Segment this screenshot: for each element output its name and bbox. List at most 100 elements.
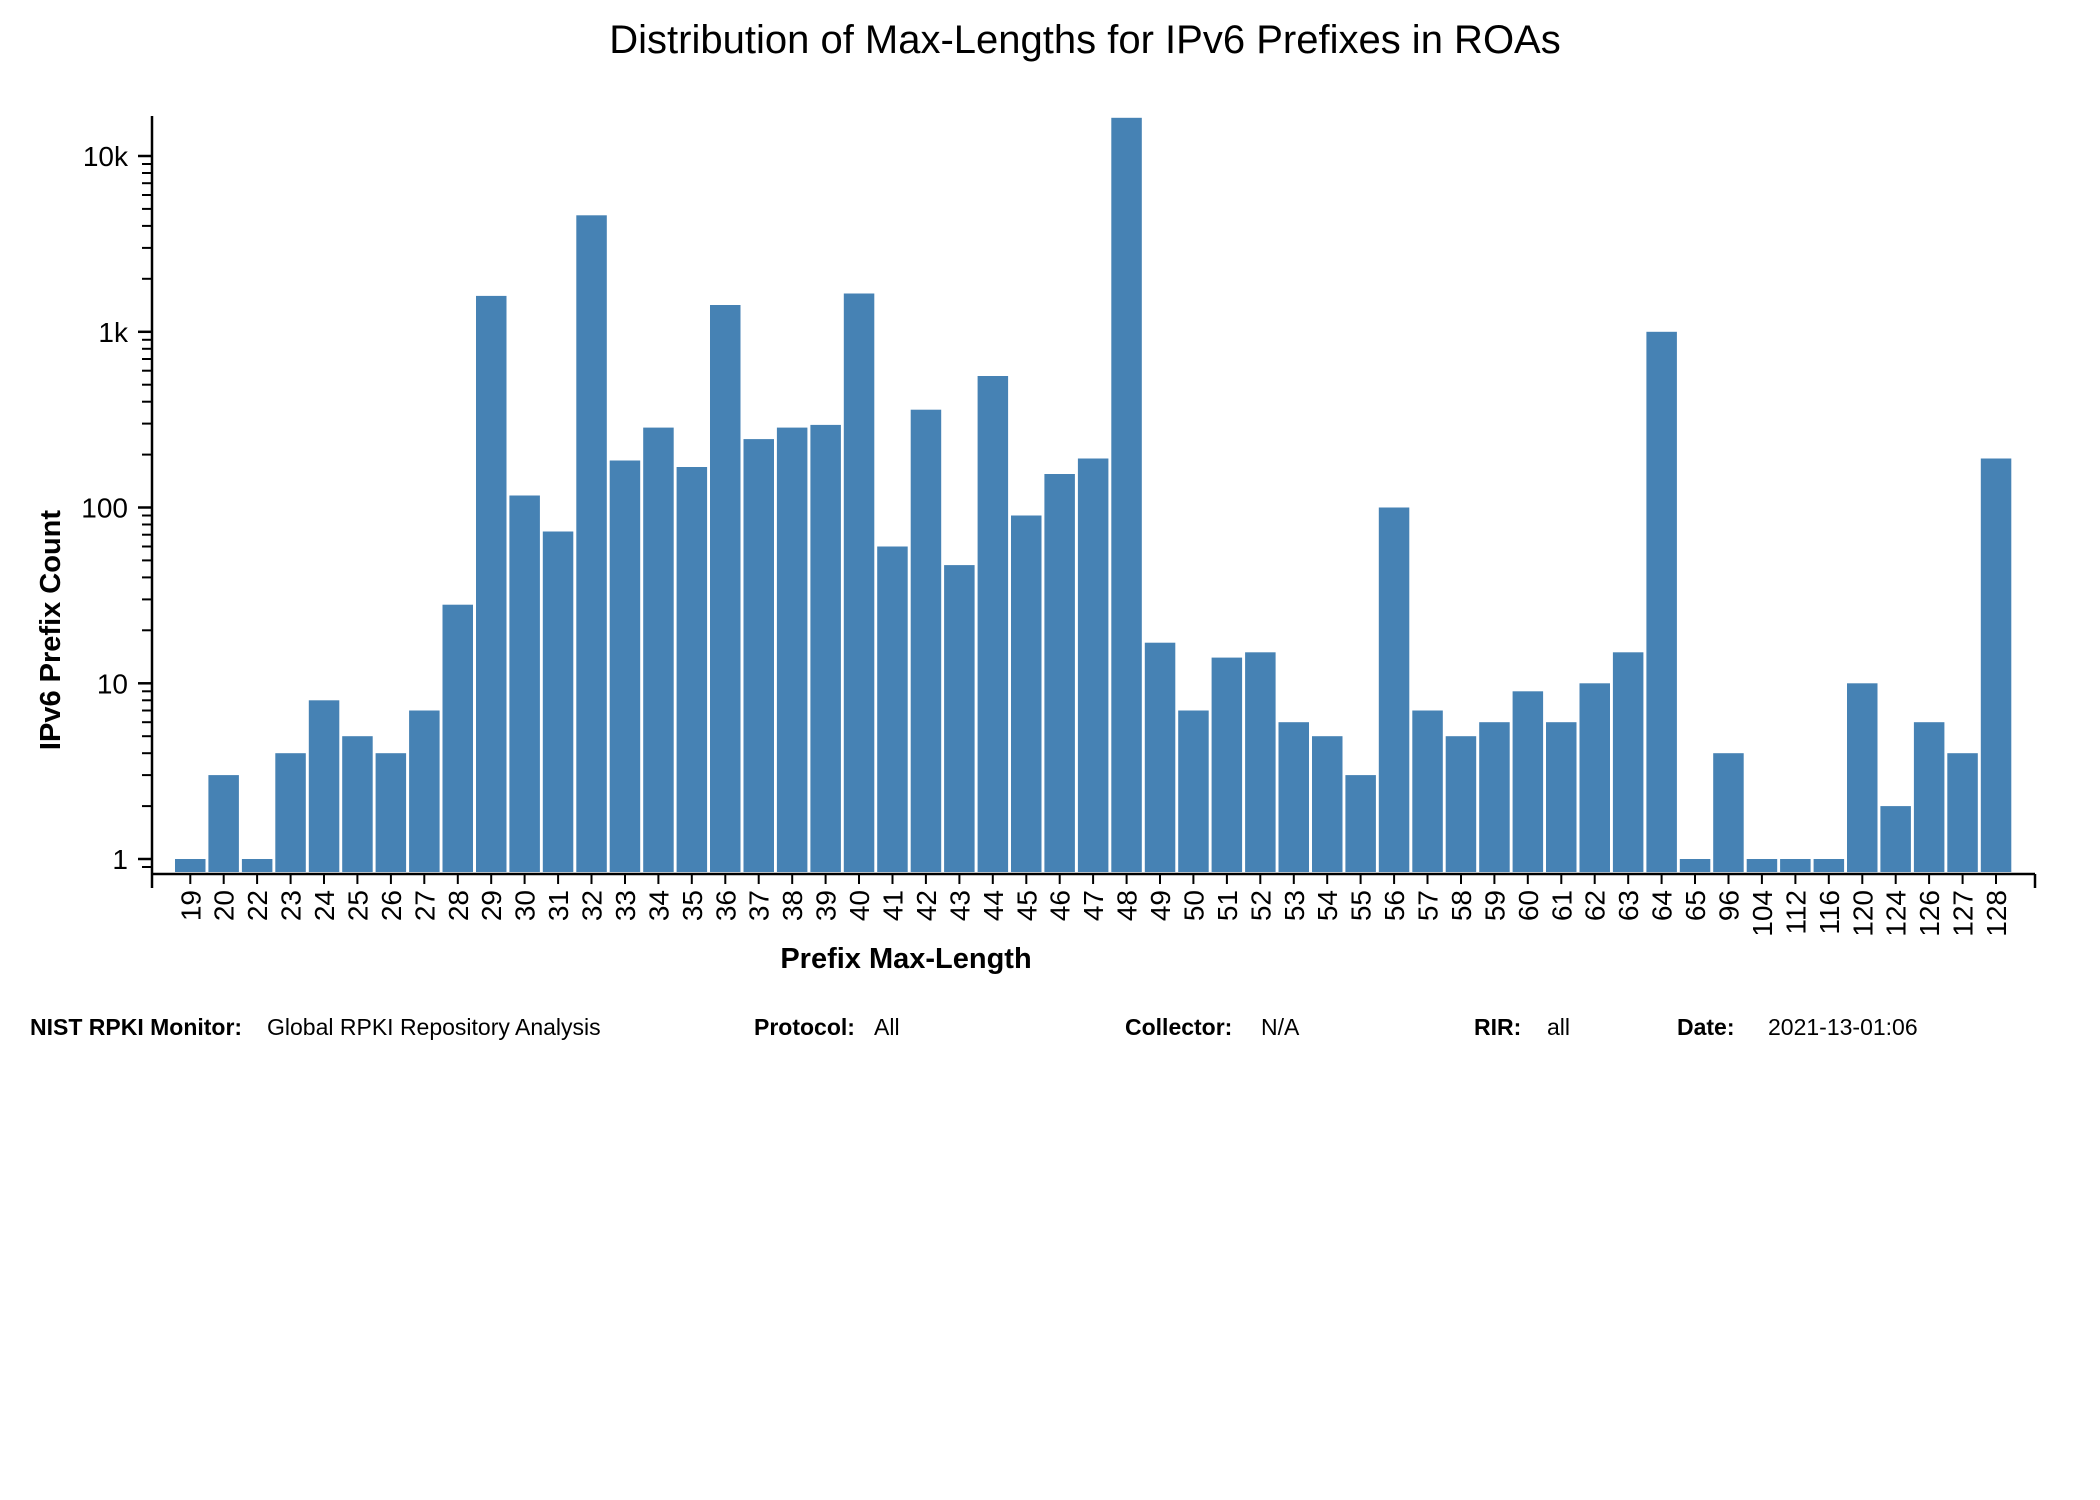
- x-tick-label: 64: [1647, 890, 1678, 921]
- bar-chart: 1 10 100 1k 10k 19 20 22 23 24 25 26 27 28 29 30 31 32 33…: [35, 116, 2037, 975]
- x-tick-label: 59: [1479, 890, 1510, 921]
- bar-34: [643, 427, 674, 872]
- x-tick-label: 33: [610, 890, 641, 921]
- collector-label: Collector:: [1125, 1014, 1233, 1040]
- monitor-value: Global RPKI Repository Analysis: [267, 1014, 601, 1040]
- x-tick-label: 38: [777, 890, 808, 921]
- bar-46: [1044, 474, 1075, 872]
- x-tick-label: 57: [1413, 890, 1444, 921]
- x-tick-label: 30: [510, 890, 541, 921]
- bar-64: [1646, 331, 1677, 873]
- x-tick-label: 50: [1178, 890, 1209, 921]
- x-tick-label: 48: [1112, 890, 1143, 921]
- x-tick-label: 54: [1312, 890, 1343, 921]
- y-tick-label: 10: [97, 668, 128, 699]
- x-tick-label: 22: [242, 890, 273, 921]
- x-tick-label: 96: [1714, 890, 1745, 921]
- bar-24: [308, 700, 340, 872]
- x-tick-label: 28: [443, 890, 474, 921]
- x-tick-label: 41: [878, 890, 909, 921]
- x-tick-label: 104: [1747, 890, 1778, 937]
- bar-35: [676, 467, 708, 872]
- x-tick-label: 27: [409, 890, 440, 921]
- bar-104: [1746, 859, 1778, 872]
- x-tick-label: 39: [811, 890, 842, 921]
- bar-48: [1111, 117, 1142, 873]
- x-tick-label: 43: [944, 890, 975, 921]
- x-tick-label: 40: [844, 890, 875, 921]
- bar-120: [1847, 683, 1878, 873]
- bar-112: [1780, 859, 1811, 872]
- x-tick-label: 36: [710, 890, 741, 921]
- y-tick-label: 100: [81, 493, 128, 524]
- bar-116: [1813, 859, 1845, 872]
- x-tick-label: 26: [376, 890, 407, 921]
- bar-25: [342, 736, 373, 872]
- bars-group: [175, 117, 2012, 873]
- footer: NIST RPKI Monitor: Global RPKI Repositor…: [0, 1014, 2100, 1054]
- x-tick-label: 112: [1780, 890, 1811, 935]
- bar-65: [1679, 859, 1711, 872]
- bar-47: [1077, 458, 1109, 872]
- bar-39: [810, 424, 841, 872]
- bar-26: [375, 753, 407, 872]
- protocol-value: All: [874, 1014, 900, 1040]
- x-tick-label: 37: [744, 890, 775, 921]
- x-tick-label: 25: [342, 890, 373, 921]
- x-tick-label: 52: [1245, 890, 1276, 921]
- date-label: Date:: [1677, 1014, 1735, 1040]
- x-tick-label: 126: [1914, 890, 1945, 937]
- y-axis-title: IPv6 Prefix Count: [35, 510, 67, 750]
- bar-32: [576, 215, 607, 873]
- bar-28: [442, 604, 473, 872]
- bar-60: [1512, 691, 1544, 872]
- bar-45: [1011, 515, 1042, 872]
- bar-50: [1178, 710, 1209, 872]
- x-tick-label: 62: [1580, 890, 1611, 921]
- x-tick-label: 128: [1981, 890, 2012, 937]
- x-tick-label: 63: [1613, 890, 1644, 921]
- x-axis: 19 20 22 23 24 25 26 27 28 29 30 31 32 33 34 35 36 37 38 39…: [150, 872, 2037, 937]
- x-tick-label: 55: [1346, 890, 1377, 921]
- bar-30: [509, 495, 540, 872]
- x-tick-label: 127: [1948, 890, 1979, 937]
- x-tick-label: 53: [1279, 890, 1310, 921]
- bar-40: [843, 293, 875, 872]
- bar-53: [1278, 722, 1309, 872]
- x-tick-label: 20: [209, 890, 240, 921]
- x-tick-label: 29: [476, 890, 507, 921]
- x-tick-label: 46: [1045, 890, 1076, 921]
- x-tick-label: 32: [577, 890, 608, 921]
- bar-61: [1546, 722, 1577, 872]
- bar-22: [241, 859, 273, 872]
- bar-124: [1880, 806, 1911, 872]
- bar-29: [476, 295, 507, 872]
- x-tick-label: 19: [175, 890, 206, 921]
- y-tick-label: 10k: [83, 141, 129, 172]
- x-tick-label: 47: [1078, 890, 1109, 921]
- rir-value: all: [1547, 1014, 1571, 1040]
- x-tick-label: 23: [276, 890, 307, 921]
- bar-49: [1144, 642, 1176, 872]
- x-axis-title: Prefix Max-Length: [780, 943, 1031, 975]
- bar-38: [776, 427, 808, 872]
- bar-63: [1612, 652, 1644, 872]
- chart-title: Distribution of Max-Lengths for IPv6 Pre…: [609, 18, 1561, 62]
- bar-62: [1579, 683, 1610, 873]
- bar-23: [275, 753, 306, 872]
- bar-33: [609, 460, 641, 872]
- bar-55: [1345, 775, 1376, 872]
- x-tick-label: 35: [677, 890, 708, 921]
- x-tick-label: 24: [309, 890, 340, 921]
- bar-54: [1312, 736, 1343, 872]
- bar-127: [1947, 753, 1978, 872]
- x-tick-label: 31: [543, 890, 574, 921]
- bar-27: [409, 710, 440, 872]
- x-tick-label: 42: [911, 890, 942, 921]
- x-tick-label: 61: [1546, 890, 1577, 921]
- protocol-label: Protocol:: [754, 1014, 855, 1040]
- collector-value: N/A: [1261, 1014, 1300, 1040]
- y-tick-label: 1k: [98, 317, 129, 348]
- bar-52: [1245, 652, 1276, 872]
- monitor-label: NIST RPKI Monitor:: [30, 1014, 243, 1040]
